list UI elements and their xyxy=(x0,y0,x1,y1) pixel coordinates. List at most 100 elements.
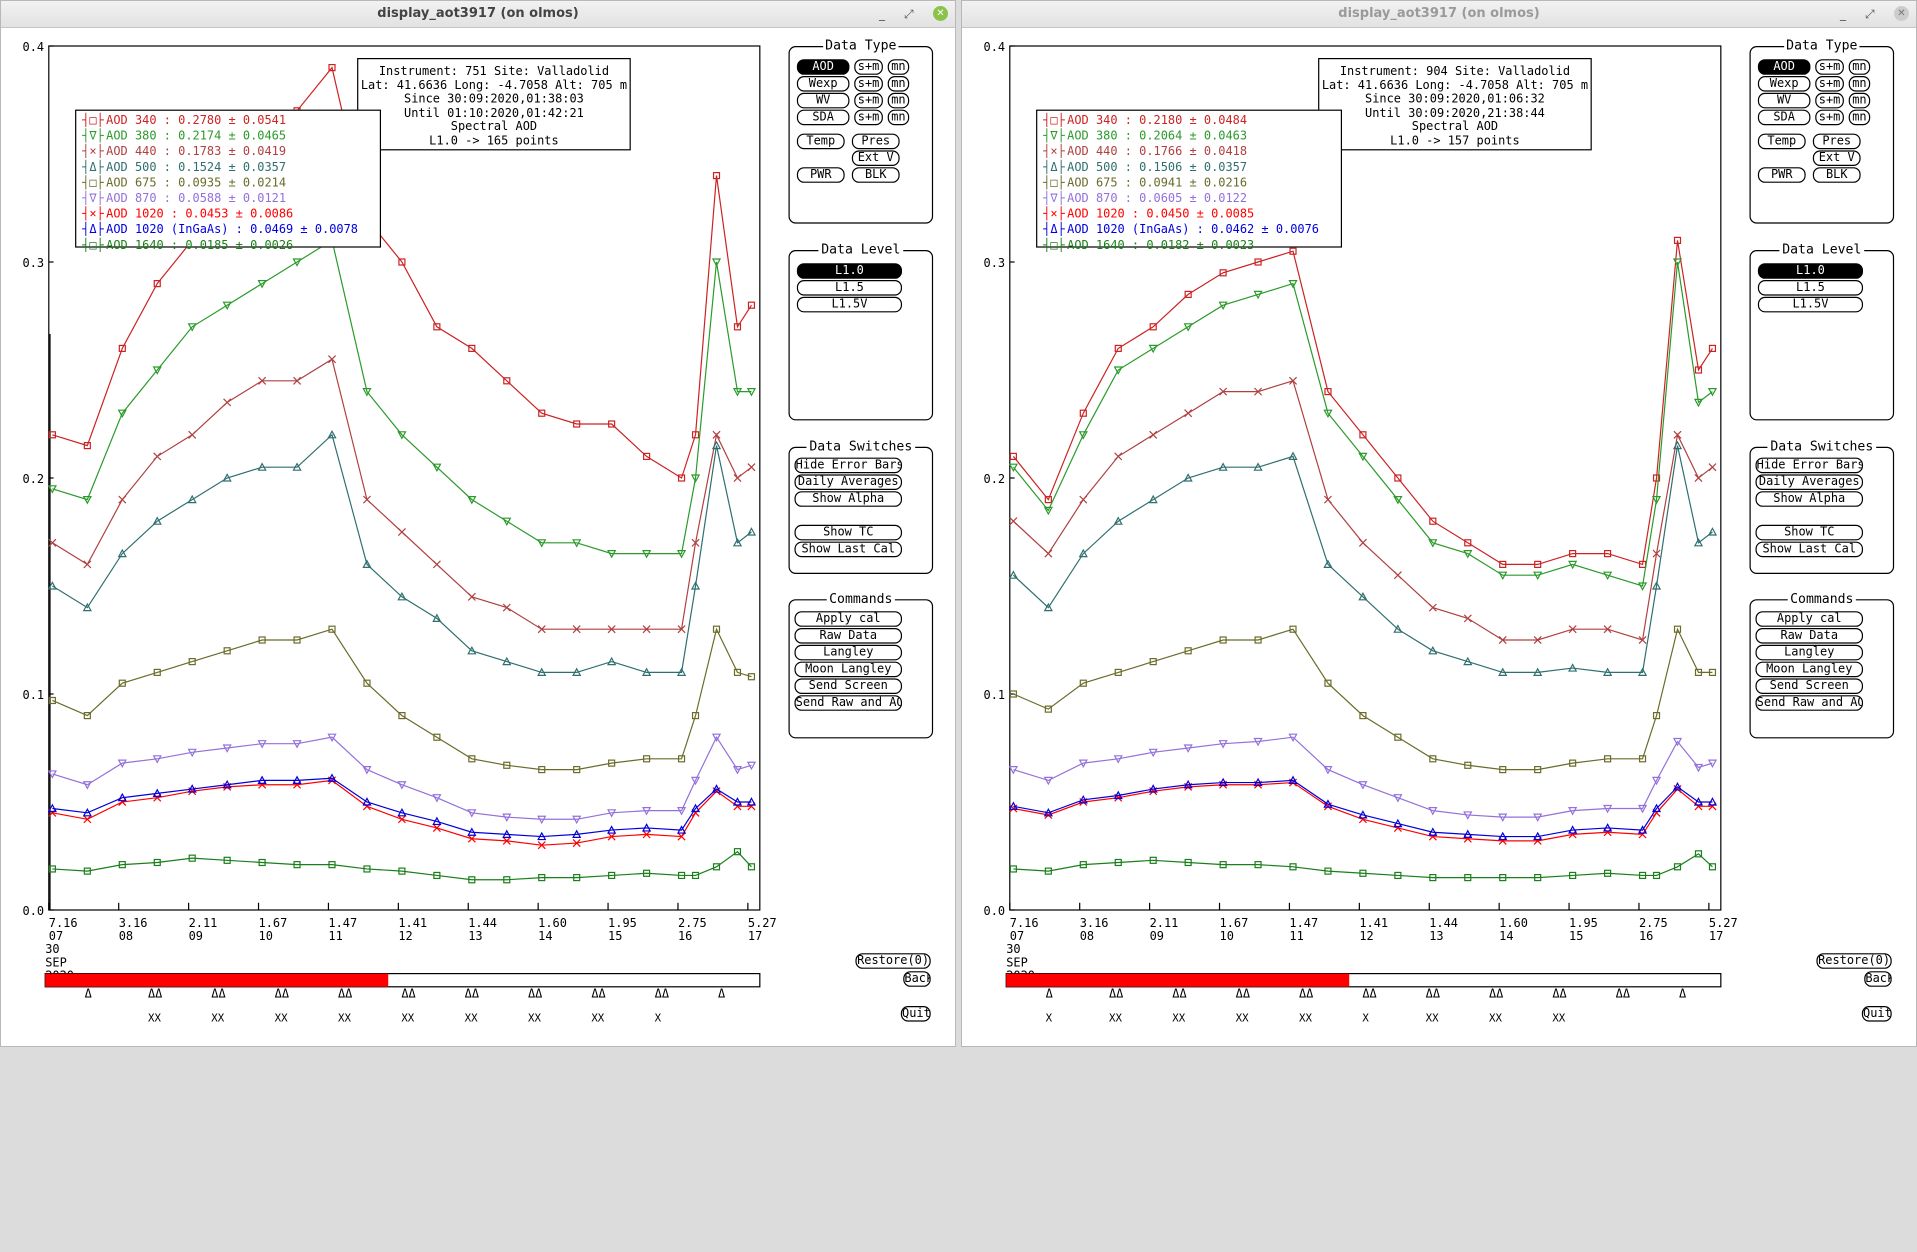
sum-mean-toggle[interactable]: s+m xyxy=(854,109,883,126)
level-l1-0-button[interactable]: L1.0 xyxy=(1757,263,1864,279)
daily-averages-button[interactable]: Daily Averages xyxy=(1755,474,1864,491)
date-label: SEP xyxy=(1006,955,1028,969)
time-progress-fill xyxy=(45,973,389,987)
show-tc-button[interactable]: Show TC xyxy=(1755,524,1864,541)
raw-data-button[interactable]: Raw Data xyxy=(794,628,903,644)
data-point xyxy=(677,625,686,634)
mean-toggle[interactable]: mn xyxy=(1848,59,1871,75)
data-type-sda-button[interactable]: SDA xyxy=(796,109,850,126)
sum-mean-toggle[interactable]: s+m xyxy=(1815,92,1844,109)
level-l1-5v-button[interactable]: L1.5V xyxy=(796,296,903,313)
data-type-aod-button[interactable]: AOD xyxy=(1757,59,1811,75)
langley-button[interactable]: Langley xyxy=(794,644,903,661)
data-type-wv-button[interactable]: WV xyxy=(1757,92,1811,109)
data-point xyxy=(153,452,162,461)
langley-button[interactable]: Langley xyxy=(1755,644,1864,661)
data-point xyxy=(642,667,652,677)
mean-toggle[interactable]: mn xyxy=(887,92,910,109)
data-type-wv-button[interactable]: WV xyxy=(796,92,850,109)
temp-button[interactable]: Temp xyxy=(796,133,845,150)
level-l1-5v-button[interactable]: L1.5V xyxy=(1757,296,1864,313)
data-point xyxy=(1044,496,1052,504)
measurement-marker: XX xyxy=(275,1012,288,1025)
moon-langley-button[interactable]: Moon Langley xyxy=(794,661,903,678)
sum-mean-toggle[interactable]: s+m xyxy=(1815,59,1844,75)
pwr-button[interactable]: PWR xyxy=(796,167,845,183)
data-point xyxy=(502,656,512,666)
quit-button[interactable]: Quit xyxy=(900,1006,931,1022)
send-screen-button[interactable]: Send Screen xyxy=(794,678,903,694)
send-raw-and-aod-button[interactable]: Send Raw and AOD xyxy=(1755,695,1864,711)
measurement-marker: ΔΔ xyxy=(1109,987,1123,1001)
data-point xyxy=(1651,803,1662,813)
time-progress-fill xyxy=(1006,973,1350,987)
data-point xyxy=(711,784,722,793)
sum-mean-toggle[interactable]: s+m xyxy=(854,59,883,75)
hide-error-bars-button[interactable]: Hide Error Bars xyxy=(1755,457,1864,474)
data-point xyxy=(1672,737,1683,747)
daily-averages-button[interactable]: Daily Averages xyxy=(794,474,903,491)
mean-toggle[interactable]: mn xyxy=(887,59,910,75)
close-button[interactable]: ✕ xyxy=(933,6,948,21)
maximize-button[interactable]: ⤢ xyxy=(904,7,914,21)
mean-toggle[interactable]: mn xyxy=(887,109,910,126)
back-button[interactable]: Back xyxy=(1864,971,1892,987)
sum-mean-toggle[interactable]: s+m xyxy=(854,92,883,109)
data-type-wexp-button[interactable]: Wexp xyxy=(1757,76,1811,92)
quit-button[interactable]: Quit xyxy=(1861,1006,1892,1022)
maximize-button[interactable]: ⤢ xyxy=(1865,7,1875,21)
ext-v-button[interactable]: Ext V xyxy=(1812,150,1861,166)
blk-button[interactable]: BLK xyxy=(851,167,900,183)
alpha-label: 5.27 xyxy=(1709,916,1738,930)
raw-data-button[interactable]: Raw Data xyxy=(1755,628,1864,644)
ext-v-button[interactable]: Ext V xyxy=(851,150,900,166)
data-type-wexp-button[interactable]: Wexp xyxy=(796,76,850,92)
sum-mean-toggle[interactable]: s+m xyxy=(854,76,883,92)
legend-entry: ┤×├ AOD 1020 : 0.0453 ± 0.0086 xyxy=(80,207,380,223)
close-button[interactable]: ✕ xyxy=(1894,6,1909,21)
hide-error-bars-button[interactable]: Hide Error Bars xyxy=(794,457,903,474)
data-point xyxy=(292,740,302,749)
show-tc-button[interactable]: Show TC xyxy=(794,524,903,541)
mean-toggle[interactable]: mn xyxy=(1848,92,1871,109)
show-last-cal-button[interactable]: Show Last Cal xyxy=(794,541,903,558)
blk-button[interactable]: BLK xyxy=(1812,167,1861,183)
level-l1-0-button[interactable]: L1.0 xyxy=(796,263,903,279)
restore-button[interactable]: Restore(0) xyxy=(1816,953,1892,969)
data-type-sda-button[interactable]: SDA xyxy=(1757,109,1811,126)
moon-langley-button[interactable]: Moon Langley xyxy=(1755,661,1864,678)
restore-button[interactable]: Restore(0) xyxy=(855,953,931,969)
show-alpha-button[interactable]: Show Alpha xyxy=(1755,491,1864,507)
back-button[interactable]: Back xyxy=(903,971,931,987)
legend-marker-icon: ┤×├ xyxy=(1043,208,1065,222)
sum-mean-toggle[interactable]: s+m xyxy=(1815,76,1844,92)
apply-cal-button[interactable]: Apply cal xyxy=(1755,611,1864,627)
data-point xyxy=(1499,560,1507,569)
data-point xyxy=(258,636,266,644)
mean-toggle[interactable]: mn xyxy=(1848,109,1871,126)
minimize-button[interactable]: _ xyxy=(879,7,885,21)
show-last-cal-button[interactable]: Show Last Cal xyxy=(1755,541,1864,558)
send-raw-and-aod-button[interactable]: Send Raw and AOD xyxy=(794,695,903,711)
sum-mean-toggle[interactable]: s+m xyxy=(1815,109,1844,126)
level-l1-5-button[interactable]: L1.5 xyxy=(796,280,903,296)
series-aod-1020 xyxy=(48,776,756,850)
pres-button[interactable]: Pres xyxy=(1812,133,1861,150)
mean-toggle[interactable]: mn xyxy=(1848,76,1871,92)
data-point xyxy=(537,815,547,825)
data-point xyxy=(1693,537,1704,547)
minimize-button[interactable]: _ xyxy=(1840,7,1846,21)
apply-cal-button[interactable]: Apply cal xyxy=(794,611,903,627)
send-screen-button[interactable]: Send Screen xyxy=(1755,678,1864,694)
show-alpha-button[interactable]: Show Alpha xyxy=(794,491,903,507)
data-point xyxy=(502,829,512,839)
temp-button[interactable]: Temp xyxy=(1757,133,1806,150)
level-l1-5-button[interactable]: L1.5 xyxy=(1757,280,1864,296)
legend-entry: ┤∇├ AOD 870 : 0.0588 ± 0.0121 xyxy=(80,191,380,207)
mean-toggle[interactable]: mn xyxy=(887,76,910,92)
data-type-aod-button[interactable]: AOD xyxy=(796,59,850,75)
pwr-button[interactable]: PWR xyxy=(1757,167,1806,183)
title-bar[interactable]: display_aot3917 (on olmos) _ ⤢ ✕ xyxy=(962,1,1916,28)
pres-button[interactable]: Pres xyxy=(851,133,900,150)
title-bar[interactable]: display_aot3917 (on olmos) _ ⤢ ✕ xyxy=(1,1,955,28)
